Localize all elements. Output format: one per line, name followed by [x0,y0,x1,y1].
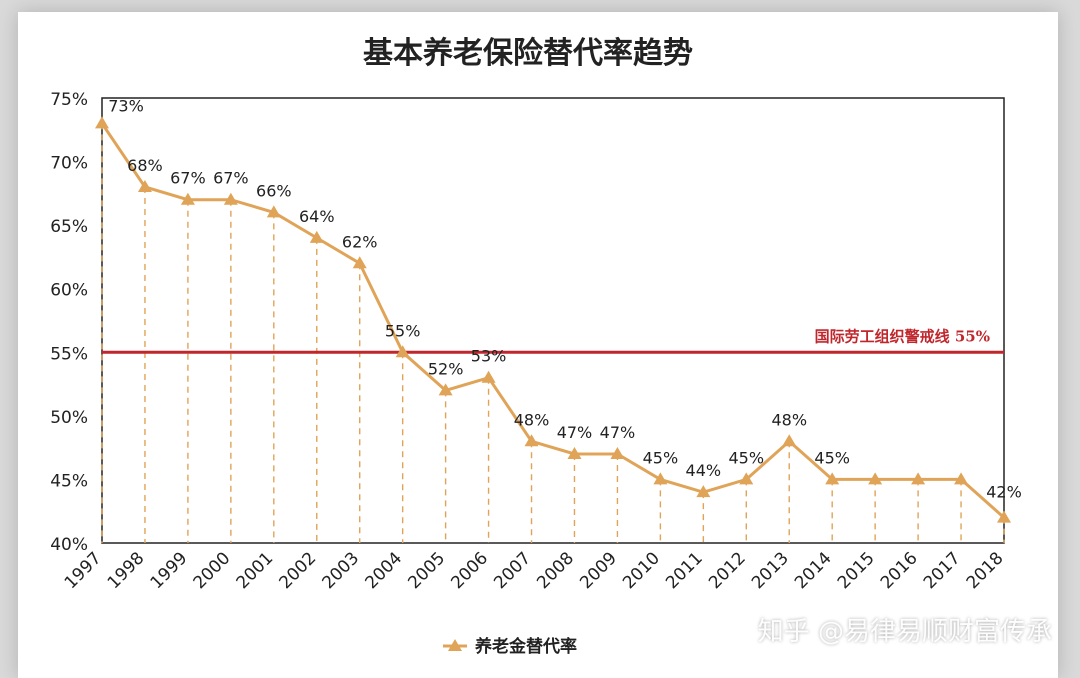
x-tick-label: 2004 [361,548,406,593]
y-tick-label: 50% [50,408,88,428]
x-tick-label: 2003 [319,548,364,593]
series-line [100,122,1005,519]
x-tick-label: 2010 [619,548,664,593]
data-point-marker [266,205,281,218]
data-label: 62% [342,232,378,251]
data-point-marker [481,370,496,383]
data-label: 47% [600,423,636,442]
x-tick-label: 2016 [877,548,922,593]
x-tick-label: 2007 [490,548,535,593]
x-tick-label: 2011 [662,548,707,593]
x-tick-label: 1999 [147,548,192,593]
data-point-marker [438,383,453,396]
y-tick-label: 55% [50,344,88,364]
data-point-marker [825,472,840,485]
data-point-marker [997,510,1011,523]
x-tick-label: 2002 [276,548,321,593]
data-point-marker [567,447,582,459]
data-point-marker [696,485,711,498]
data-point-marker [524,434,539,447]
y-tick-label: 65% [50,217,88,237]
data-label: 45% [643,448,679,467]
chart-title: 基本养老保险替代率趋势 [363,36,693,71]
x-tick-label: 1997 [61,548,106,593]
data-point-marker [868,472,883,485]
data-label: 66% [256,181,292,200]
data-label: 48% [514,410,550,429]
data-label: 55% [385,321,421,340]
data-label: 48% [771,410,807,429]
data-point-marker [782,434,797,447]
data-label: 67% [170,169,206,188]
x-tick-label: 2008 [533,548,578,593]
plot-area-border [101,97,1005,544]
legend-label: 养老金替代率 [474,636,577,657]
y-tick-label: 40% [50,535,88,555]
x-tick-label: 1998 [104,548,149,593]
data-label: 44% [686,461,722,480]
chart-card [18,12,1058,678]
data-label: 47% [557,423,593,442]
data-point-marker [610,447,625,459]
x-tick-label: 2013 [748,548,793,593]
x-tick-label: 2012 [705,548,750,593]
x-tick-label: 2000 [190,548,235,593]
data-label: 53% [471,347,507,366]
data-point-marker [352,256,367,269]
data-point-marker [309,230,324,243]
data-point-marker [395,345,410,358]
data-label: 73% [108,96,144,115]
data-point-marker [95,116,109,129]
data-label: 67% [213,169,249,188]
y-tick-label: 45% [50,471,88,491]
y-tick-label: 70% [50,154,88,174]
x-tick-label: 2005 [404,548,449,593]
legend-marker [448,639,462,651]
data-label: 45% [729,448,765,467]
data-label: 68% [127,156,163,175]
data-label: 52% [428,359,464,378]
data-point-marker [223,192,238,205]
data-point-marker [180,192,195,205]
x-tick-label: 2015 [834,548,879,593]
x-tick-label: 2006 [447,548,492,593]
data-point-marker [137,180,152,192]
x-tick-label: 2001 [233,548,278,593]
watermark-text: 知乎 @易律易顺财富传承 [757,617,1052,647]
data-label: 42% [986,483,1022,502]
data-point-marker [739,472,754,485]
reference-line-label: 国际劳工组织警戒线 55% [815,327,990,345]
data-point-marker [653,472,668,485]
data-point-marker [911,472,926,485]
x-tick-label: 2014 [791,548,836,593]
data-point-marker [954,472,969,485]
data-label: 64% [299,207,335,226]
x-tick-label: 2018 [963,548,1008,593]
data-label: 45% [814,448,850,467]
y-tick-label: 60% [50,281,88,301]
y-tick-label: 75% [50,90,88,110]
x-tick-label: 2009 [576,548,621,593]
x-tick-label: 2017 [920,548,965,593]
